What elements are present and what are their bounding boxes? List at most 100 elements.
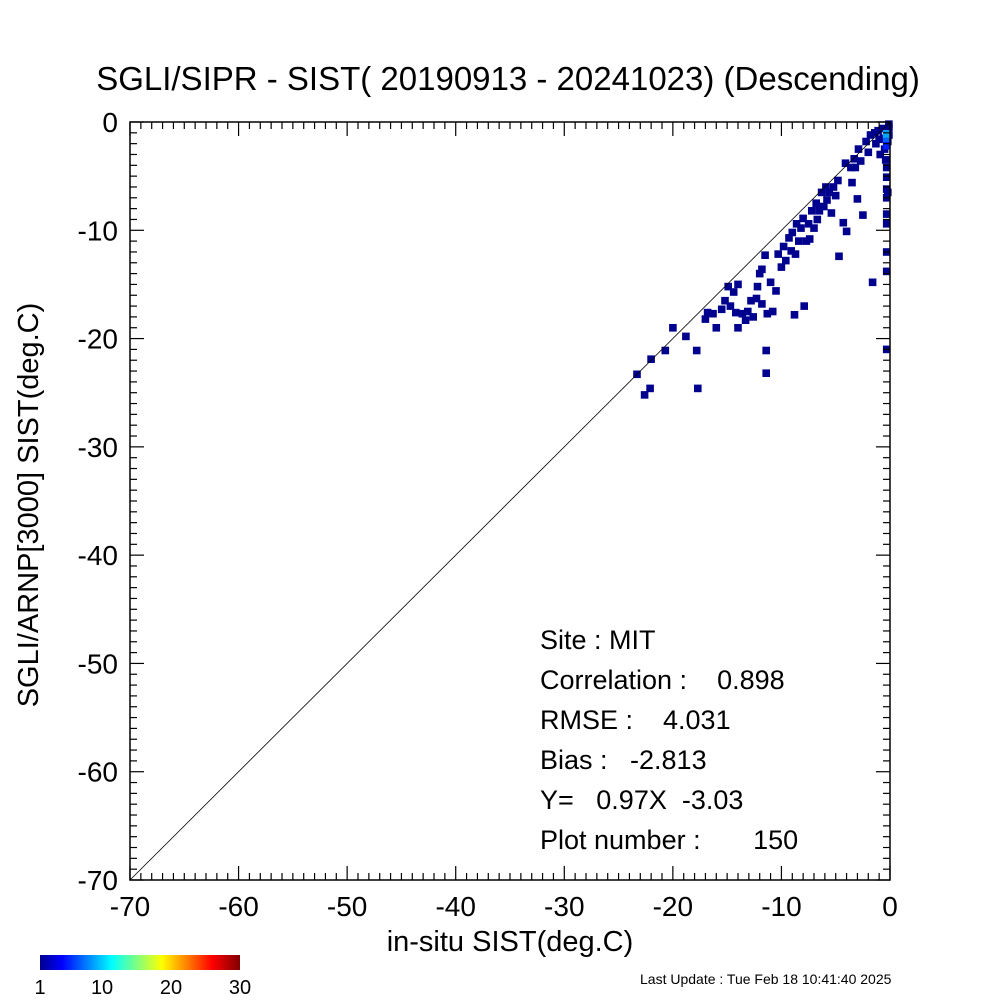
density-bins (633, 120, 893, 399)
y-axis-label: SGLI/ARNP[3000] SIST(deg.C) (13, 303, 45, 708)
axis-ticks (129, 121, 891, 881)
x-tick-label: -50 (327, 891, 367, 922)
stat-plot-number: Plot number : 150 (540, 825, 798, 855)
density-bin (885, 123, 893, 132)
density-bin (755, 269, 764, 278)
y-tick-label: -20 (78, 324, 118, 355)
density-bin (813, 215, 822, 224)
density-bin (881, 156, 890, 164)
density-bin (876, 150, 884, 159)
density-bin (831, 191, 840, 200)
last-update: Last Update : Tue Feb 18 10:41:40 2025 (640, 971, 892, 987)
stat-correlation: Correlation : 0.898 (540, 665, 785, 695)
density-bin (835, 252, 843, 261)
colorbar-tick-label: 30 (229, 977, 251, 999)
density-bin (810, 224, 818, 232)
density-bin (762, 346, 770, 355)
density-bin (882, 220, 891, 228)
colorbar-tick-label: 10 (91, 977, 113, 999)
colorbar-tick-label: 1 (34, 977, 45, 999)
density-bin (724, 282, 732, 291)
density-bin (797, 224, 805, 232)
density-bin (738, 309, 747, 318)
y-tick-label: -60 (78, 757, 118, 788)
density-bin (841, 159, 850, 167)
x-tick-labels: -70 -60 -50 -40 -30 -20 -10 0 (110, 891, 898, 922)
x-tick-label: -10 (761, 891, 801, 922)
density-bin (661, 346, 670, 355)
density-bin (848, 178, 856, 187)
density-bin (804, 220, 813, 228)
density-bin (812, 199, 820, 207)
density-bin (701, 315, 710, 323)
density-bin (834, 176, 842, 185)
density-bin (647, 355, 655, 363)
density-bin (785, 234, 793, 242)
density-bin (882, 173, 891, 181)
density-bin (717, 305, 726, 314)
density-bin (782, 256, 790, 265)
density-bin (768, 307, 777, 316)
y-tick-label: -40 (78, 540, 118, 571)
density-bin (808, 207, 816, 215)
x-tick-label: -70 (110, 891, 150, 922)
density-bin (694, 384, 702, 393)
density-bin (762, 369, 770, 377)
y-tick-label: -30 (78, 432, 118, 463)
density-bin (779, 242, 788, 251)
density-bin (799, 214, 807, 223)
density-bin (815, 207, 824, 215)
density-bin (856, 157, 865, 165)
density-bin (878, 124, 887, 133)
density-bin (874, 126, 882, 135)
density-bin-hot (882, 130, 891, 138)
density-bin (800, 302, 808, 310)
density-bin (788, 228, 797, 237)
colorbar (40, 955, 240, 970)
density-bin (744, 307, 752, 316)
density-bin (866, 131, 875, 139)
density-bin (864, 148, 873, 157)
density-bin (763, 309, 772, 318)
stat-regression: Y= 0.97X -3.03 (540, 785, 743, 815)
density-bin (753, 282, 762, 291)
density-bin (726, 302, 735, 310)
density-bin (868, 278, 877, 287)
density-bin (774, 250, 782, 258)
density-bin (875, 135, 883, 144)
density-bin (752, 294, 761, 303)
density-bin (827, 209, 836, 217)
density-bin (791, 250, 800, 258)
stat-bias: Bias : -2.813 (540, 745, 707, 775)
density-bin (712, 324, 721, 332)
density-bin (853, 195, 862, 203)
density-bin (882, 267, 891, 276)
density-bin (851, 163, 860, 172)
density-bin (884, 188, 892, 197)
x-tick-label: 0 (882, 891, 898, 922)
chart-title: SGLI/SIPR - SIST( 20190913 - 20241023) (… (96, 60, 920, 97)
y-tick-label: -70 (78, 865, 118, 896)
density-bin (682, 332, 690, 341)
density-bin (766, 278, 775, 287)
density-bin (820, 202, 828, 211)
density-bin (747, 296, 755, 305)
density-bin (805, 235, 814, 243)
density-bin (862, 137, 870, 146)
density-bin (772, 287, 780, 295)
density-bin (825, 188, 833, 197)
density-bin (842, 227, 851, 236)
density-bin (741, 316, 750, 324)
x-axis-label: in-situ SIST(deg.C) (387, 926, 634, 958)
density-bin (795, 237, 803, 245)
density-bin (640, 391, 649, 399)
density-bin (669, 324, 677, 332)
colorbar-tick-label: 20 (160, 977, 182, 999)
density-bin (847, 163, 855, 172)
y-tick-labels: 0 -10 -20 -30 -40 -50 -60 -70 (78, 107, 118, 896)
density-bin (854, 145, 863, 153)
density-bin (787, 247, 795, 255)
density-bin (777, 263, 786, 271)
stat-site: Site : MIT (540, 625, 656, 655)
